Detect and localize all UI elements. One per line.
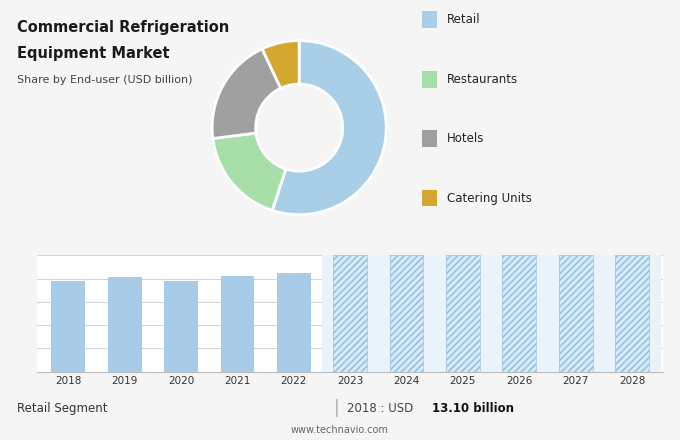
Bar [52, 281, 85, 372]
Text: Retail: Retail [447, 13, 480, 26]
Text: Restaurants: Restaurants [447, 73, 518, 86]
Text: 13.10 billion: 13.10 billion [432, 402, 514, 415]
Bar [615, 255, 649, 372]
Bar [164, 281, 198, 372]
Bar [615, 255, 649, 372]
Text: Hotels: Hotels [447, 132, 484, 145]
Bar [503, 255, 537, 372]
Bar [322, 255, 660, 372]
Wedge shape [272, 40, 386, 215]
Bar [390, 255, 424, 372]
Bar [220, 276, 254, 372]
Bar [390, 255, 424, 372]
Bar [446, 255, 480, 372]
Wedge shape [213, 133, 286, 210]
Text: www.technavio.com: www.technavio.com [291, 425, 389, 435]
Text: Catering Units: Catering Units [447, 191, 532, 205]
Text: Retail Segment: Retail Segment [17, 402, 107, 415]
Text: |: | [334, 400, 339, 417]
Bar [559, 255, 592, 372]
Wedge shape [262, 40, 299, 88]
Bar [277, 273, 311, 372]
Wedge shape [212, 49, 281, 139]
Text: Equipment Market: Equipment Market [17, 46, 169, 61]
Bar [333, 255, 367, 372]
Bar [333, 255, 367, 372]
Bar [108, 277, 141, 372]
Text: 2018 : USD: 2018 : USD [347, 402, 417, 415]
Bar [503, 255, 537, 372]
Bar [446, 255, 480, 372]
Bar [559, 255, 592, 372]
Text: Share by End-user (USD billion): Share by End-user (USD billion) [17, 75, 192, 85]
Text: Commercial Refrigeration: Commercial Refrigeration [17, 20, 229, 35]
